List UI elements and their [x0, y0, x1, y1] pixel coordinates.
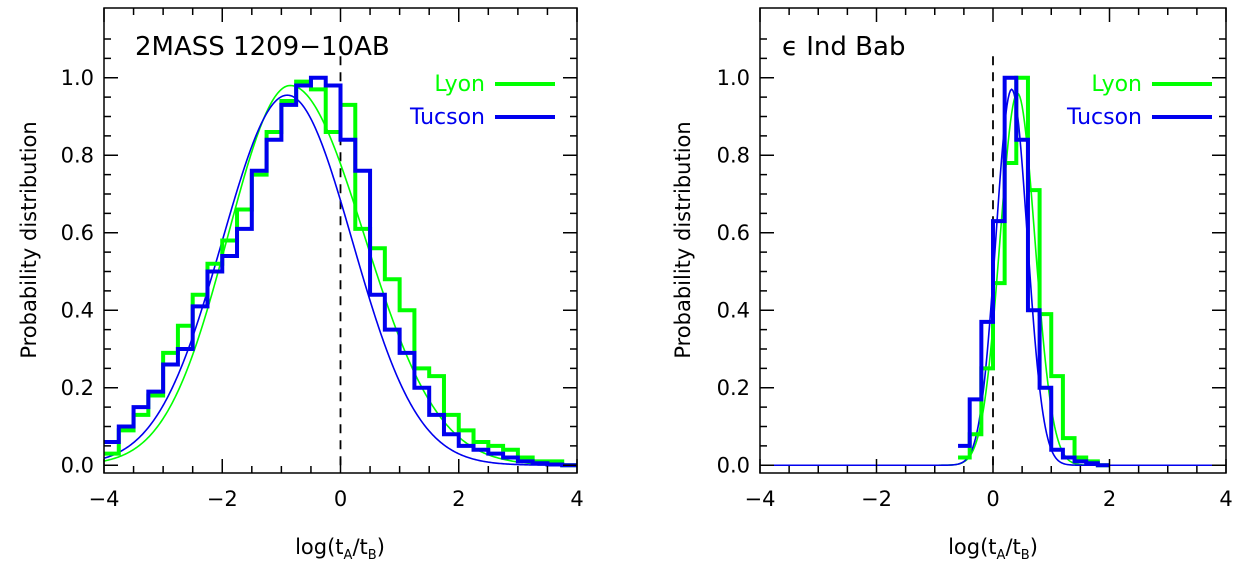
series-lyon-fit [104, 84, 577, 466]
x-axis-label: log(tA/tB) [295, 535, 385, 562]
legend-label-lyon: Lyon [1091, 72, 1142, 97]
axes: −4 −2 0 2 4 0.0 0.2 0.4 0.6 0.8 1.0 [61, 8, 584, 511]
x-axis-label-sub-b: B [368, 548, 377, 562]
legend-label-lyon: Lyon [434, 72, 485, 97]
y-tick-label: 1.0 [61, 66, 94, 90]
x-tick-label: −4 [89, 487, 120, 511]
x-axis-label-sub-a: A [344, 548, 353, 562]
y-tick-label: 0.0 [717, 453, 750, 477]
series-lyon-histogram [958, 75, 1110, 468]
y-axis-label: Probability distribution [671, 121, 695, 358]
y-tick-label: 0.6 [61, 221, 94, 245]
y-tick-label: 0.4 [717, 298, 750, 322]
x-tick-label: 4 [570, 487, 583, 511]
x-tick-label: 2 [1103, 487, 1116, 511]
x-tick-label: 4 [1219, 487, 1232, 511]
x-axis-label-end: ) [1030, 535, 1038, 559]
y-tick-label: 0.8 [717, 143, 750, 167]
y-tick-label: 1.0 [717, 66, 750, 90]
series-tucson-histogram [104, 75, 577, 468]
y-axis-label: Probability distribution [17, 121, 41, 358]
y-tick-label: 0.6 [717, 221, 750, 245]
x-tick-label: 2 [452, 487, 465, 511]
legend: Lyon Tucson [1066, 72, 1212, 130]
y-tick-label: 0.4 [61, 298, 94, 322]
x-axis-label-main: log(t [295, 535, 343, 559]
y-tick-label: 0.8 [61, 143, 94, 167]
legend: Lyon Tucson [409, 72, 555, 130]
series-tucson-fit [104, 94, 577, 467]
x-axis-label-main: log(t [948, 535, 996, 559]
x-tick-label: −4 [745, 487, 776, 511]
chart-title: 2MASS 1209−10AB [135, 32, 390, 62]
y-tick-label: 0.2 [61, 376, 94, 400]
panel-2mass-1209: 2MASS 1209−10AB Lyon Tucson −4 −2 0 2 4 0.0 0.2… [17, 7, 584, 562]
x-axis-label-sub-a: A [997, 548, 1006, 562]
x-tick-label: 0 [986, 487, 999, 511]
x-axis-label-mid: /t [352, 535, 367, 559]
y-tick-label: 0.2 [717, 376, 750, 400]
series-tucson-histogram [958, 75, 1110, 468]
x-axis-label-end: ) [377, 535, 385, 559]
chart-title: ϵ Ind Bab [782, 32, 905, 62]
y-tick-label: 0.0 [61, 453, 94, 477]
x-axis-label-sub-b: B [1021, 548, 1030, 562]
axes: −4 −2 0 2 4 0.0 0.2 0.4 0.6 0.8 1.0 [717, 8, 1233, 511]
legend-label-tucson: Tucson [1066, 105, 1142, 130]
panel-eps-ind-bab: ϵ Ind Bab Lyon Tucson −4 −2 0 2 4 0.0 0.2 0.4 0.6… [671, 7, 1233, 562]
x-tick-label: −2 [207, 487, 238, 511]
x-tick-label: −2 [861, 487, 892, 511]
x-axis-label: log(tA/tB) [948, 535, 1038, 562]
x-axis-label-mid: /t [1005, 535, 1020, 559]
plot-area [104, 55, 577, 468]
plot-area [760, 55, 1226, 468]
x-tick-label: 0 [334, 487, 347, 511]
legend-label-tucson: Tucson [409, 105, 485, 130]
